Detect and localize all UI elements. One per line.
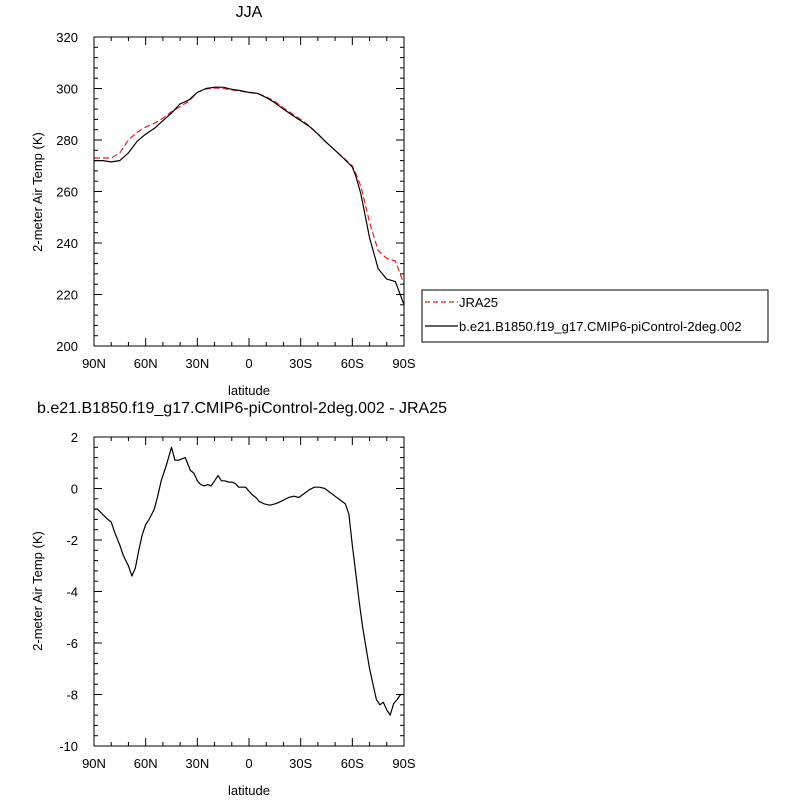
y-tick-label: -2: [66, 533, 78, 548]
x-tick-label: 90S: [392, 756, 415, 771]
x-tick-label: 30N: [185, 756, 209, 771]
legend-label-model: b.e21.B1850.f19_g17.CMIP6-piControl-2deg…: [459, 319, 742, 334]
legend: JRA25 b.e21.B1850.f19_g17.CMIP6-piContro…: [421, 289, 769, 343]
x-tick-label: 60S: [341, 756, 364, 771]
x-axis-label: latitude: [228, 783, 270, 798]
legend-box: [421, 289, 769, 343]
x-tick-label: 0: [245, 356, 252, 371]
y-tick-label: 260: [56, 185, 78, 200]
y-tick-label: 200: [56, 339, 78, 354]
x-tick-label: 60S: [341, 356, 364, 371]
series-line-0: [94, 446, 404, 716]
x-tick-label: 60N: [134, 756, 158, 771]
chart-title: b.e21.B1850.f19_g17.CMIP6-piControl-2deg…: [37, 400, 447, 417]
x-tick-label: 30N: [185, 356, 209, 371]
panel-difference: b.e21.B1850.f19_g17.CMIP6-piControl-2deg…: [30, 400, 447, 798]
series-lines: [94, 86, 405, 306]
y-tick-label: 2: [71, 430, 78, 445]
x-tick-label: 0: [245, 756, 252, 771]
y-tick-label: 300: [56, 82, 78, 97]
x-tick-label: 90N: [82, 356, 106, 371]
chart-title: JJA: [236, 4, 263, 21]
panel-jja-temperature: JJA latitude 2-meter Air Temp (K) 90N 60N…: [30, 4, 416, 398]
plot-frame: [93, 36, 405, 347]
y-tick-label: 280: [56, 133, 78, 148]
x-tick-label: 60N: [134, 356, 158, 371]
y-tick-label: -10: [59, 739, 78, 754]
y-tick-label: 320: [56, 30, 78, 45]
series-line-0: [94, 87, 405, 285]
y-tick-label: -4: [66, 585, 78, 600]
legend-label-jra25: JRA25: [459, 295, 498, 310]
y-axis-label: 2-meter Air Temp (K): [30, 531, 45, 651]
y-tick-label: 240: [56, 236, 78, 251]
x-tick-label: 90S: [392, 356, 415, 371]
y-tick-label: -8: [66, 688, 78, 703]
y-axis-label: 2-meter Air Temp (K): [30, 132, 45, 252]
x-tick-label: 30S: [289, 356, 312, 371]
series-line-1: [94, 86, 405, 306]
series-lines: [94, 446, 404, 716]
y-tick-label: -6: [66, 636, 78, 651]
x-tick-label: 90N: [82, 756, 106, 771]
axis-ticks: 90N 60N 30N 0 30S 60S 90S -10 -8 -6 -4 -2 0 2: [59, 430, 416, 771]
axis-ticks: 90N 60N 30N 0 30S 60S 90S 200 220 240 260 280 300 320: [56, 30, 416, 371]
x-tick-label: 30S: [289, 756, 312, 771]
y-tick-label: 220: [56, 288, 78, 303]
x-axis-label: latitude: [228, 383, 270, 398]
plot-frame: [93, 436, 405, 747]
y-tick-label: 0: [71, 482, 78, 497]
